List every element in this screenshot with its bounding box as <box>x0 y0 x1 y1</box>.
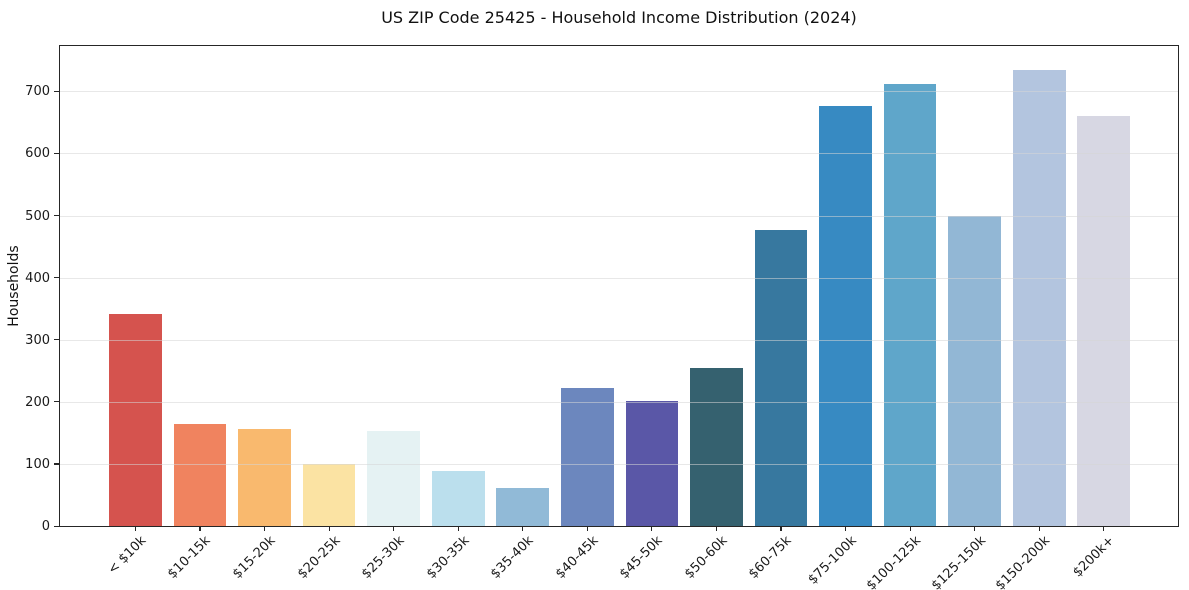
bar-100-125k <box>883 83 937 526</box>
x-tick-label: $45-50k <box>617 533 666 582</box>
bar-60-75k <box>754 230 808 526</box>
y-tick-label: 200 <box>25 394 50 410</box>
plot-area: 0 100 200 300 400 500 600 700 < $10k $10-15k $15-2… <box>25 45 1179 590</box>
x-tick-label: $10-15k <box>165 533 214 582</box>
x-tick-label: $100-125k <box>863 533 925 590</box>
bar-45-50k <box>625 400 679 526</box>
x-tick-mark <box>715 526 718 531</box>
x-tick-mark <box>586 526 588 531</box>
bar-15-20k <box>238 428 291 526</box>
bar-25-30k <box>367 431 421 526</box>
x-tick-label: $20-25k <box>294 533 344 582</box>
y-axis-label: Households <box>6 245 22 327</box>
gridline <box>60 153 1178 155</box>
x-tick-mark <box>393 526 395 531</box>
x-tick-label: $30-35k <box>423 533 473 582</box>
y-tick-label: 500 <box>25 208 50 224</box>
chart-title: US ZIP Code 25425 - Household Income Dis… <box>381 8 857 27</box>
x-tick-mark <box>780 526 782 531</box>
x-tick-mark <box>199 526 201 531</box>
x-tick-mark <box>1103 526 1105 531</box>
x-tick-mark <box>522 526 524 531</box>
x-tick-label: $200k+ <box>1070 533 1118 581</box>
x-tick-label: $50-60k <box>681 533 731 582</box>
x-tick-label: $25-30k <box>359 533 408 582</box>
y-tick-mark <box>54 277 59 279</box>
y-tick-label: 600 <box>25 146 50 162</box>
y-tick-mark <box>54 401 59 403</box>
bar-35-40k <box>496 487 550 526</box>
gridline <box>60 339 1178 341</box>
y-tick-label: 100 <box>25 456 50 472</box>
x-tick-label: $35-40k <box>488 533 537 582</box>
x-tick-label: $40-45k <box>552 533 602 582</box>
y-tick-mark <box>54 525 59 527</box>
gridline <box>60 277 1178 279</box>
y-tick-label: 400 <box>25 270 50 286</box>
bar-10k <box>109 314 162 526</box>
x-tick-mark <box>974 526 976 531</box>
y-tick-label: 0 <box>41 519 50 534</box>
x-tick-mark <box>1038 526 1040 531</box>
y-tick-mark <box>54 215 59 217</box>
bar-30-35k <box>431 471 485 526</box>
gridline <box>60 401 1178 403</box>
x-tick-label: $60-75k <box>746 533 795 582</box>
y-tick-mark <box>54 90 59 93</box>
y-tick-mark <box>54 463 59 465</box>
bar-200k <box>1077 116 1131 526</box>
gridline <box>60 463 1178 465</box>
gridline <box>60 215 1178 217</box>
x-tick-mark <box>328 526 330 531</box>
bar-50-60k <box>690 367 743 526</box>
x-tick-mark <box>457 526 459 531</box>
y-tick-mark <box>54 339 59 341</box>
x-tick-label: $75-100k <box>805 533 860 588</box>
x-tick-mark <box>651 526 653 531</box>
bar-125-150k <box>948 215 1001 526</box>
x-tick-mark <box>909 526 911 531</box>
y-tick-label: 300 <box>25 332 50 348</box>
bar-20-25k <box>302 463 356 526</box>
bar-40-45k <box>561 387 614 526</box>
y-tick-label: 700 <box>25 84 50 100</box>
gridline <box>60 91 1178 93</box>
x-tick-mark <box>844 526 847 531</box>
bar-150-200k <box>1012 69 1066 526</box>
x-tick-label: < $10k <box>105 533 150 578</box>
bar-10-15k <box>173 423 227 526</box>
x-tick-mark <box>134 526 137 531</box>
y-tick-mark <box>54 152 59 155</box>
x-tick-mark <box>264 526 266 531</box>
x-tick-label: $15-20k <box>230 533 279 582</box>
x-tick-label: $125-150k <box>928 533 989 590</box>
bar-75-100k <box>819 106 872 526</box>
x-tick-label: $150-200k <box>992 533 1054 590</box>
